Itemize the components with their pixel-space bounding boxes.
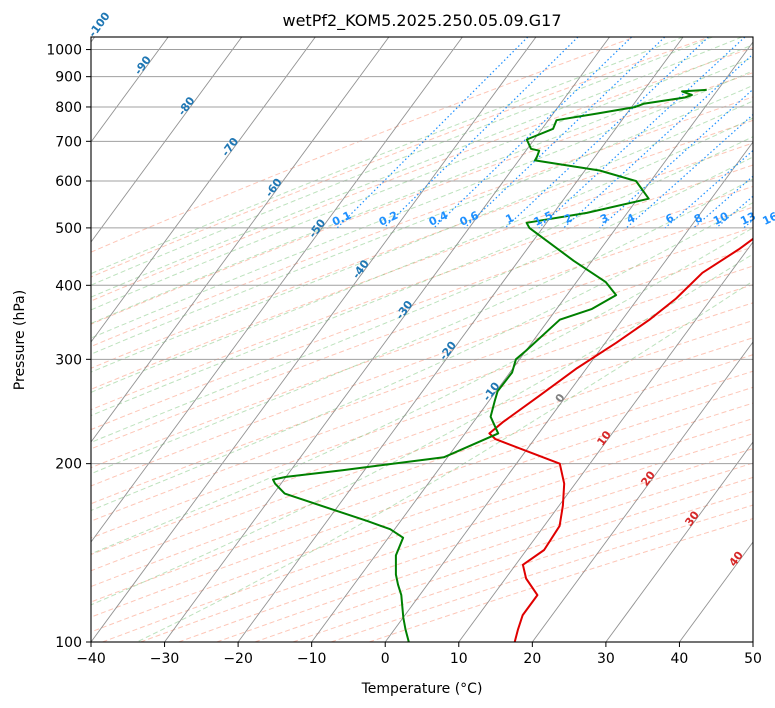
isotherm: [91, 37, 463, 543]
x-tick-label: 0: [381, 651, 390, 667]
moist-adiabat: [91, 44, 753, 311]
x-tick-label: 50: [744, 651, 762, 667]
mixing-ratio-label: 16: [761, 209, 775, 227]
dry-adiabat: [91, 142, 753, 390]
plot-frame: [90, 36, 754, 643]
dry-adiabat: [91, 284, 753, 522]
x-tick-label: −10: [297, 651, 327, 667]
mixing-ratio-label: 10: [711, 209, 731, 227]
y-tick-label: 900: [55, 70, 82, 86]
chart-title: wetPf2_KOM5.2025.250.05.09.G17: [282, 11, 561, 31]
moist-adiabat: [91, 136, 753, 417]
moist-adiabat: [136, 280, 753, 642]
x-tick-label: 30: [597, 651, 615, 667]
isotherm: [311, 41, 753, 642]
isotherm: [458, 241, 753, 642]
y-tick-label: 300: [55, 352, 82, 368]
mixing-ratio-line: [563, 53, 753, 229]
dry-adiabat: [91, 206, 753, 450]
x-tick-label: −30: [150, 651, 180, 667]
dry-adiabat: [91, 185, 753, 431]
x-tick-label: −20: [223, 651, 253, 667]
isotherm: [237, 37, 684, 642]
isotherm: [164, 37, 610, 642]
mixing-ratio-line: [336, 37, 529, 229]
dry-adiabat: [91, 37, 710, 278]
x-tick-label: 40: [671, 651, 689, 667]
y-tick-label: 400: [55, 278, 82, 294]
x-tick-label: 10: [450, 651, 468, 667]
y-tick-label: 600: [55, 174, 82, 190]
isotherm: [91, 37, 243, 243]
y-tick-label: 800: [55, 100, 82, 116]
isotherm: [91, 37, 537, 642]
moist-adiabat: [91, 37, 713, 286]
dry-adiabat: [91, 354, 753, 588]
mixing-ratio-line: [599, 88, 753, 229]
isotherm: [384, 141, 753, 642]
moist-adiabat: [91, 37, 743, 298]
isotherm: [91, 37, 390, 443]
isotherm: [605, 441, 753, 642]
isotherm: [91, 37, 169, 143]
y-tick-label: 700: [55, 134, 82, 150]
moist-adiabat: [91, 156, 753, 443]
x-axis-label: Temperature (°C): [361, 681, 483, 697]
moist-adiabat: [91, 37, 684, 275]
dry-adiabat: [91, 47, 753, 302]
mixing-ratio-line: [538, 37, 746, 229]
dry-adiabat: [91, 72, 753, 325]
moist-adiabat: [91, 56, 753, 324]
dry-adiabat: [91, 265, 753, 505]
dry-adiabat: [91, 119, 753, 369]
y-tick-label: 200: [55, 457, 82, 473]
isotherm: [531, 341, 753, 642]
dewpoint-line: [272, 88, 707, 642]
isotherm: [91, 37, 316, 343]
mixing-ratio-line: [664, 149, 753, 229]
y-tick-label: 1000: [46, 43, 82, 59]
x-tick-label: 20: [523, 651, 541, 667]
x-tick-label: −40: [76, 651, 106, 667]
dry-adiabat: [91, 164, 753, 411]
mixing-ratio-line: [504, 37, 709, 229]
y-axis-label: Pressure (hPa): [12, 290, 28, 390]
mixing-ratio-line: [383, 37, 579, 229]
dry-adiabat: [91, 370, 753, 603]
y-tick-label: 500: [55, 221, 82, 237]
mixing-ratio-line: [433, 37, 633, 229]
dry-adiabat: [91, 37, 635, 253]
temperature-line: [488, 237, 753, 642]
dry-adiabat: [91, 320, 753, 556]
moist-adiabat: [91, 227, 753, 555]
y-tick-label: 100: [55, 635, 82, 651]
moist-adiabat: [91, 70, 753, 339]
